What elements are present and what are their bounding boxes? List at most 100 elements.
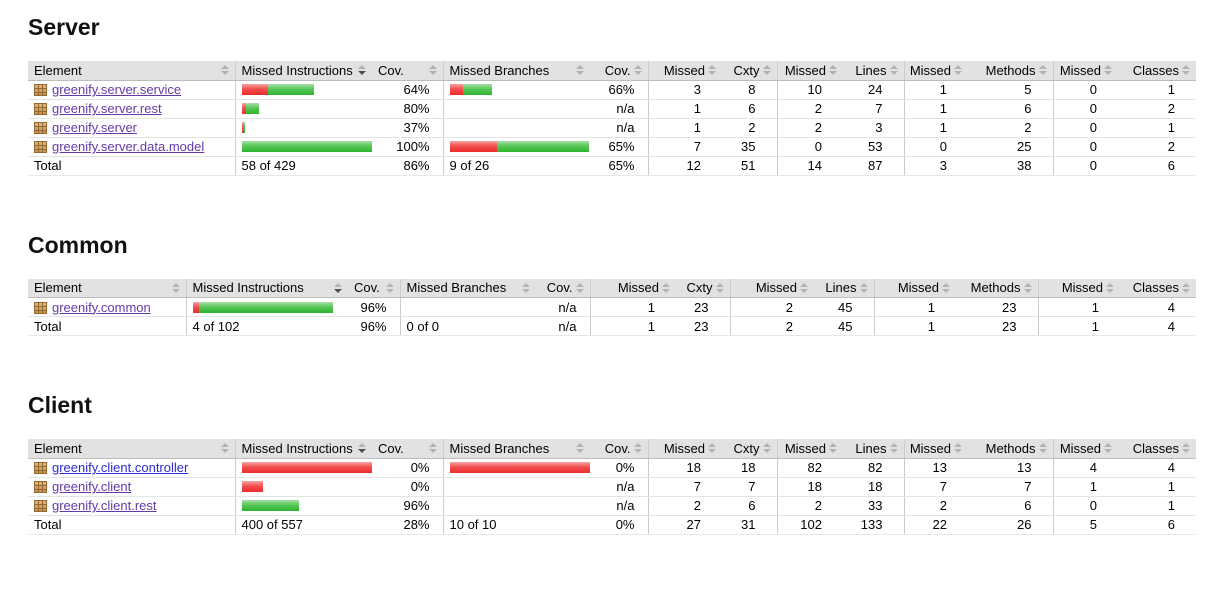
column-header-cov--instructions[interactable]: Cov. <box>372 439 443 459</box>
sort-arrows-icon <box>358 65 366 76</box>
column-header-missed[interactable]: Missed <box>729 278 814 298</box>
sort-arrows-icon <box>1182 65 1190 76</box>
column-header-cov--branches[interactable]: Cov. <box>536 278 590 298</box>
column-header-missed[interactable]: Missed <box>1037 278 1120 298</box>
sort-down-triangle <box>1182 71 1190 76</box>
sort-arrows-icon <box>954 443 962 454</box>
column-header-content: Missed <box>1045 280 1114 295</box>
column-header-cxty[interactable]: Cxty <box>722 61 777 81</box>
column-header-methods[interactable]: Methods <box>968 61 1053 81</box>
metric-cell: 1 <box>589 297 676 317</box>
column-header-cov--instructions[interactable]: Cov. <box>348 278 400 298</box>
column-header-missed[interactable]: Missed <box>776 61 843 81</box>
missed-branches-bar-cell <box>442 458 590 478</box>
package-link[interactable]: greenify.server.rest <box>52 101 162 116</box>
package-link[interactable]: greenify.common <box>52 299 151 315</box>
package-row: greenify.server.data.model 100% 65% 7 35 0 53 0… <box>28 137 1196 157</box>
column-header-missed-instructions[interactable]: Missed Instructions <box>234 439 372 459</box>
column-header-element[interactable]: Element <box>28 439 235 459</box>
package-link[interactable]: greenify.client <box>52 479 132 494</box>
column-header-classes[interactable]: Classes <box>1120 278 1196 298</box>
column-header-content: Missed <box>737 280 808 295</box>
column-header-cxty[interactable]: Cxty <box>676 278 730 298</box>
metric-cell: 33 <box>843 496 904 516</box>
sort-up-triangle <box>889 65 898 70</box>
package-link[interactable]: greenify.client.controller <box>52 460 189 475</box>
total-metric-cell: 22 <box>903 514 968 535</box>
column-header-missed[interactable]: Missed <box>647 439 722 459</box>
column-header-label: Lines <box>855 62 887 78</box>
branch-coverage-cell: 65% <box>590 137 648 157</box>
instruction-coverage-cell: 96% <box>372 496 443 516</box>
sort-arrows-icon <box>889 65 898 76</box>
column-header-missed[interactable]: Missed <box>589 278 676 298</box>
missed-branches-bar-cell <box>442 477 590 497</box>
metric-cell: 0 <box>903 137 968 157</box>
column-header-cov--instructions[interactable]: Cov. <box>372 61 443 81</box>
column-header-missed[interactable]: Missed <box>776 439 843 459</box>
column-header-methods[interactable]: Methods <box>956 278 1038 298</box>
column-header-content: Missed <box>597 280 670 295</box>
column-header-methods[interactable]: Methods <box>968 439 1053 459</box>
column-header-element[interactable]: Element <box>28 61 235 81</box>
column-header-label: Lines <box>825 280 857 296</box>
column-header-classes[interactable]: Classes <box>1118 439 1196 459</box>
column-header-lines[interactable]: Lines <box>843 61 904 81</box>
total-metric-cell: 5 <box>1052 514 1118 535</box>
column-header-label: Missed Branches <box>449 440 550 456</box>
column-header-label: Element <box>34 280 82 296</box>
metric-cell: 1 <box>1118 80 1196 100</box>
package-link[interactable]: greenify.client.rest <box>52 498 157 513</box>
sort-down-triangle <box>358 71 366 76</box>
branch-coverage-cell: n/a <box>590 477 648 497</box>
column-header-missed[interactable]: Missed <box>903 61 968 81</box>
column-header-missed[interactable]: Missed <box>1052 61 1118 81</box>
missed-bar-segment <box>449 141 497 152</box>
column-header-missed-branches[interactable]: Missed Branches <box>399 278 536 298</box>
covered-bar-segment <box>241 500 299 511</box>
missed-instructions-bar-cell <box>234 477 372 497</box>
missed-instructions-bar <box>192 301 343 313</box>
missed-branches-bar-cell <box>442 80 590 100</box>
instruction-coverage-cell: 80% <box>372 99 443 119</box>
column-header-missed-instructions[interactable]: Missed Instructions <box>234 61 372 81</box>
metric-cell: 1 <box>903 118 968 138</box>
column-header-lines[interactable]: Lines <box>814 278 874 298</box>
column-header-element[interactable]: Element <box>28 278 186 298</box>
column-header-content: Missed Branches <box>407 280 530 295</box>
column-header-lines[interactable]: Lines <box>843 439 904 459</box>
column-header-missed-instructions[interactable]: Missed Instructions <box>185 278 348 298</box>
package-icon <box>34 122 47 134</box>
column-header-missed-branches[interactable]: Missed Branches <box>442 439 590 459</box>
total-row: Total 4 of 102 96% 0 of 0 n/a 1 23 2 45 1 23 1 4 <box>28 316 1196 336</box>
sort-up-triangle <box>1038 443 1047 448</box>
package-row: greenify.client.controller 0% 0% 18 18 82 82 13… <box>28 458 1196 478</box>
metric-cell: 18 <box>647 458 722 478</box>
metric-cell: 0 <box>1052 99 1118 119</box>
package-link[interactable]: greenify.server.service <box>52 82 182 97</box>
column-header-missed-branches[interactable]: Missed Branches <box>442 61 590 81</box>
column-header-missed[interactable]: Missed <box>903 439 968 459</box>
column-header-cov--branches[interactable]: Cov. <box>590 439 648 459</box>
package-icon <box>34 141 47 153</box>
coverage-table: Element Missed Instructions Cov. Missed Bra… <box>28 278 1196 336</box>
column-header-missed[interactable]: Missed <box>873 278 956 298</box>
header-row: Element Missed Instructions Cov. Missed Bra… <box>28 61 1196 81</box>
sort-arrows-icon <box>522 282 530 293</box>
column-header-content: Missed Instructions <box>193 280 342 295</box>
column-header-cxty[interactable]: Cxty <box>722 439 777 459</box>
column-header-cov--branches[interactable]: Cov. <box>590 61 648 81</box>
column-header-content: Missed Instructions <box>242 63 366 78</box>
column-header-content: Classes <box>1126 280 1190 295</box>
package-link[interactable]: greenify.server.data.model <box>52 139 205 154</box>
column-header-missed[interactable]: Missed <box>647 61 722 81</box>
package-link[interactable]: greenify.server <box>52 120 138 135</box>
sort-down-triangle <box>662 288 670 293</box>
sort-up-triangle <box>762 65 771 70</box>
column-header-classes[interactable]: Classes <box>1118 61 1196 81</box>
column-header-missed[interactable]: Missed <box>1052 439 1118 459</box>
sort-arrows-icon <box>1182 443 1190 454</box>
total-metric-cell: 1 <box>589 316 676 336</box>
column-header-content: Missed <box>784 441 837 456</box>
total-metric-cell: 38 <box>968 155 1053 176</box>
